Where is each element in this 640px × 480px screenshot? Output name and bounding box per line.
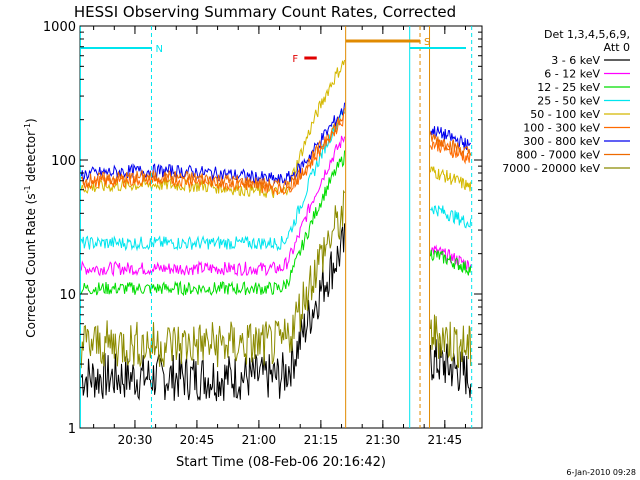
chart-title: HESSI Observing Summary Count Rates, Cor… — [74, 3, 456, 21]
x-tick-label-2: 21:00 — [242, 433, 277, 447]
y-tick-label-3: 1000 — [43, 20, 76, 35]
x-tick-label-1: 20:45 — [180, 433, 215, 447]
axes-layer: 20:30 20:45 21:00 21:15 21:30 21:45 1 10 100 1000 — [43, 20, 482, 447]
y-tick-label-2: 100 — [51, 154, 76, 169]
series-line-3-segment-2 — [430, 205, 472, 229]
series-line-8 — [80, 189, 346, 369]
series-line-2-segment-2 — [429, 249, 472, 276]
series-line-7-segment-2 — [429, 131, 472, 157]
legend-label-4: 50 - 100 keV — [530, 108, 600, 121]
legend-label-5: 100 - 300 keV — [523, 122, 600, 135]
legend-label-3: 25 - 50 keV — [537, 95, 600, 108]
legend-label-0: 3 - 6 keV — [551, 54, 600, 67]
x-tick-label-4: 21:30 — [366, 433, 401, 447]
legend-label-2: 12 - 25 keV — [537, 81, 600, 94]
interval-label-S: S — [424, 37, 430, 48]
plot-frame — [79, 25, 483, 429]
series-layer — [80, 59, 472, 402]
legend-title-line-1: Det 1,3,4,5,6,9, — [544, 28, 630, 41]
y-tick-label-1: 10 — [59, 288, 76, 303]
x-axis-label: Start Time (08-Feb-06 20:16:42) — [176, 455, 386, 470]
series-line-3 — [80, 109, 346, 252]
x-tick-label-0: 20:30 — [118, 433, 153, 447]
legend-title-line-2: Att 0 — [604, 41, 630, 54]
legend-label-8: 7000 - 20000 keV — [502, 162, 600, 175]
series-line-0-segment-2 — [429, 339, 472, 398]
footer-date: 6-Jan-2010 09:28 — [566, 468, 636, 477]
series-line-2 — [80, 150, 346, 297]
interval-label-N: N — [155, 44, 162, 55]
legend-label-1: 6 - 12 keV — [544, 68, 600, 81]
series-line-4-segment-2 — [429, 166, 472, 192]
series-line-6 — [80, 102, 346, 186]
y-axis-label: Corrected Count Rate (s-1 detector-1) — [23, 118, 38, 337]
series-line-1 — [80, 135, 346, 278]
series-line-5 — [80, 112, 345, 196]
markers-layer: N S F — [79, 26, 473, 428]
y-tick-label-0: 1 — [68, 422, 76, 437]
legend-label-6: 300 - 800 keV — [523, 135, 600, 148]
series-line-8-segment-2 — [429, 314, 472, 368]
interval-label-F: F — [292, 54, 298, 65]
x-tick-label-3: 21:15 — [304, 433, 339, 447]
legend-label-7: 800 - 7000 keV — [516, 149, 600, 162]
series-line-0 — [80, 223, 346, 402]
series-line-7 — [81, 108, 346, 194]
x-tick-label-5: 21:45 — [428, 433, 463, 447]
